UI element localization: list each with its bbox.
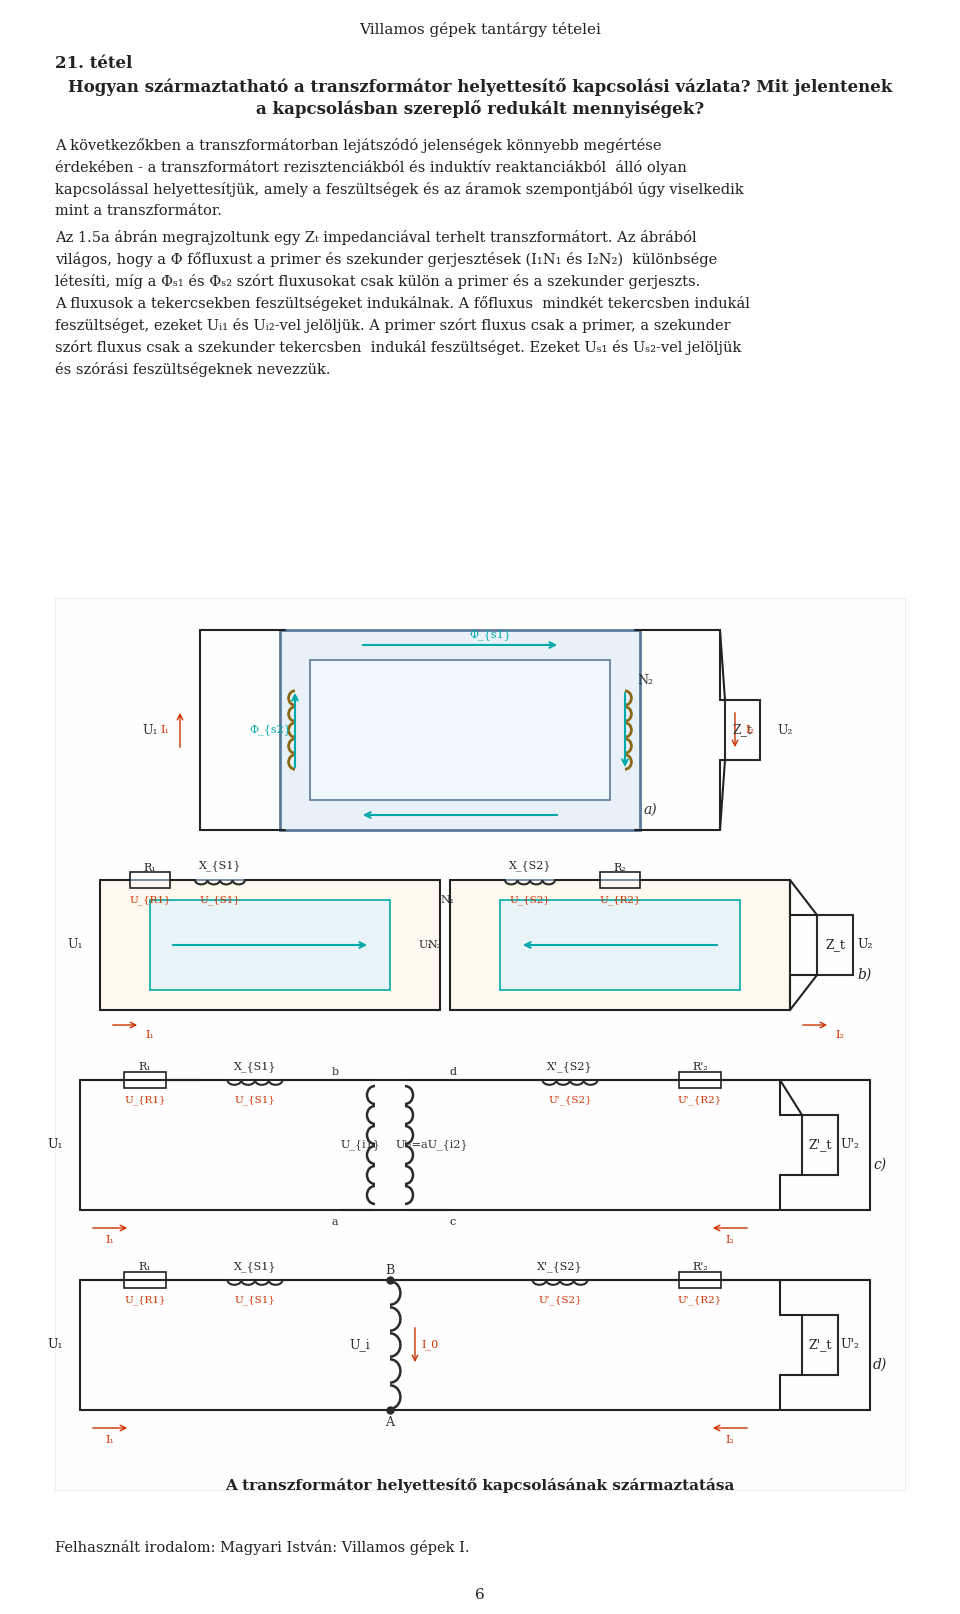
Bar (55, 599, 905, 1490)
Bar (817, 915, 853, 975)
Text: N₂: N₂ (428, 939, 442, 951)
Text: U'₂=aU_{i2}: U'₂=aU_{i2} (396, 1139, 468, 1151)
Text: R₁: R₁ (138, 1062, 152, 1072)
Text: Φ_{s2}: Φ_{s2} (249, 725, 291, 736)
Text: U₁: U₁ (47, 1338, 62, 1351)
Text: I₁: I₁ (160, 725, 169, 734)
Text: Z'_t: Z'_t (808, 1138, 831, 1151)
Text: R₂: R₂ (613, 863, 626, 873)
Bar (802, 1115, 838, 1175)
Text: I₁: I₁ (146, 1030, 155, 1039)
Text: X_{S1}: X_{S1} (233, 1062, 276, 1072)
Text: N₁: N₁ (441, 896, 455, 905)
Bar (150, 901, 390, 989)
Text: X'_{S2}: X'_{S2} (547, 1062, 593, 1072)
Text: U'₂: U'₂ (841, 1138, 859, 1151)
Text: U_{R1}: U_{R1} (124, 1096, 166, 1106)
Text: I₁: I₁ (106, 1235, 114, 1244)
Text: X'_{S2}: X'_{S2} (538, 1262, 583, 1272)
Text: I₂: I₂ (726, 1435, 734, 1445)
Text: U₁: U₁ (419, 939, 432, 951)
Text: R₁: R₁ (138, 1262, 152, 1272)
Text: U₁: U₁ (47, 1138, 62, 1151)
Bar (450, 880, 790, 1010)
Text: U_{R1}: U_{R1} (130, 896, 171, 905)
Text: U'_{S2}: U'_{S2} (539, 1294, 582, 1304)
Text: létesíti, míg a Φₛ₁ és Φₛ₂ szórt fluxusokat csak külön a primer és a szekunder g: létesíti, míg a Φₛ₁ és Φₛ₂ szórt fluxuso… (55, 274, 700, 289)
Text: I₁: I₁ (106, 1435, 114, 1445)
Text: I₂: I₂ (835, 1030, 845, 1039)
Text: Z'_t: Z'_t (808, 1338, 831, 1351)
Text: és szórási feszültségeknek nevezzük.: és szórási feszültségeknek nevezzük. (55, 362, 330, 378)
Text: b: b (331, 1067, 339, 1077)
Text: Az 1.5a ábrán megrajzoltunk egy Zₜ impedanciával terhelt transzformátort. Az ábr: Az 1.5a ábrán megrajzoltunk egy Zₜ imped… (55, 231, 697, 245)
Text: U_{S1}: U_{S1} (234, 1294, 276, 1304)
Text: d): d) (873, 1357, 887, 1372)
Text: U₂: U₂ (857, 938, 873, 952)
Text: R'₂: R'₂ (692, 1262, 708, 1272)
Text: B: B (385, 1264, 395, 1277)
Text: U_{S1}: U_{S1} (200, 896, 240, 905)
Bar (280, 629, 640, 830)
Text: Z_t: Z_t (732, 723, 753, 736)
Text: U₁: U₁ (142, 723, 157, 736)
Text: a): a) (643, 804, 657, 817)
Text: U_{R1}: U_{R1} (124, 1294, 166, 1304)
Text: a kapcsolásban szereplő redukált mennyiségek?: a kapcsolásban szereplő redukált mennyis… (256, 100, 704, 118)
Text: U_i: U_i (349, 1338, 371, 1351)
Text: A fluxusok a tekercsekben feszültségeket indukálnak. A főfluxus  mindkét tekercs: A fluxusok a tekercsekben feszültségeket… (55, 295, 750, 312)
Text: U_{S1}: U_{S1} (234, 1096, 276, 1106)
Bar (130, 872, 170, 888)
Text: kapcsolással helyettesítjük, amely a feszültségek és az áramok szempontjából úgy: kapcsolással helyettesítjük, amely a fes… (55, 182, 744, 197)
Bar (310, 660, 610, 801)
Text: I₂: I₂ (746, 725, 755, 734)
Text: mint a transzformátor.: mint a transzformátor. (55, 203, 222, 218)
Text: X_{S1}: X_{S1} (233, 1262, 276, 1272)
Text: Villamos gépek tantárgy tételei: Villamos gépek tantárgy tételei (359, 23, 601, 37)
Text: c: c (450, 1217, 456, 1227)
Text: U'_{R2}: U'_{R2} (678, 1096, 722, 1106)
Text: U_{S2}: U_{S2} (510, 896, 550, 905)
Text: U₁: U₁ (67, 938, 83, 952)
Text: c): c) (874, 1157, 887, 1172)
Text: A: A (386, 1415, 395, 1428)
Text: U_{R2}: U_{R2} (599, 896, 640, 905)
Text: világos, hogy a Φ főfluxust a primer és szekunder gerjesztések (I₁N₁ és I₂N₂)  k: világos, hogy a Φ főfluxust a primer és … (55, 252, 717, 266)
Text: d: d (449, 1067, 457, 1077)
Text: szórt fluxus csak a szekunder tekercsben  indukál feszültséget. Ezeket Uₛ₁ és Uₛ: szórt fluxus csak a szekunder tekercsben… (55, 341, 741, 355)
Bar (124, 1272, 166, 1288)
Text: feszültséget, ezeket Uᵢ₁ és Uᵢ₂-vel jelöljük. A primer szórt fluxus csak a prime: feszültséget, ezeket Uᵢ₁ és Uᵢ₂-vel jelö… (55, 318, 731, 332)
Text: X_{S2}: X_{S2} (509, 860, 551, 872)
Text: R'₂: R'₂ (692, 1062, 708, 1072)
Text: U_{i1}: U_{i1} (340, 1139, 380, 1151)
Bar (802, 1315, 838, 1375)
Text: Z_t: Z_t (825, 938, 845, 952)
Text: A következőkben a transzformátorban lejátszódó jelenségek könnyebb megértése: A következőkben a transzformátorban lejá… (55, 139, 661, 153)
Text: érdekében - a transzformátort rezisztenciákból és induktív reaktanciákból  álló : érdekében - a transzformátort rezisztenc… (55, 160, 686, 174)
Text: 21. tétel: 21. tétel (55, 55, 132, 73)
Text: a: a (332, 1217, 338, 1227)
Bar (100, 880, 440, 1010)
Bar (500, 901, 740, 989)
Bar (600, 872, 640, 888)
Text: U'_{R2}: U'_{R2} (678, 1294, 722, 1304)
Text: Φ_{s1}: Φ_{s1} (469, 629, 511, 641)
Text: N₂: N₂ (637, 673, 653, 686)
Text: U₂: U₂ (778, 723, 793, 736)
Text: 6: 6 (475, 1588, 485, 1603)
Text: I₂: I₂ (726, 1235, 734, 1244)
Text: U'_{S2}: U'_{S2} (548, 1096, 591, 1106)
Text: Hogyan származtatható a transzformátor helyettesítő kapcsolási vázlata? Mit jele: Hogyan származtatható a transzformátor h… (68, 77, 892, 95)
Text: U'₂: U'₂ (841, 1338, 859, 1351)
Text: I_0: I_0 (421, 1340, 439, 1351)
Bar (679, 1272, 721, 1288)
Text: R₁: R₁ (144, 863, 156, 873)
Bar (679, 1072, 721, 1088)
Text: Felhasznált irodalom: Magyari István: Villamos gépek I.: Felhasznált irodalom: Magyari István: Vi… (55, 1540, 469, 1554)
Text: A transzformátor helyettesítő kapcsolásának származtatása: A transzformátor helyettesítő kapcsolásá… (226, 1478, 734, 1493)
Bar (124, 1072, 166, 1088)
Bar (725, 700, 760, 760)
Text: X_{S1}: X_{S1} (199, 860, 241, 872)
Text: b): b) (858, 968, 872, 981)
